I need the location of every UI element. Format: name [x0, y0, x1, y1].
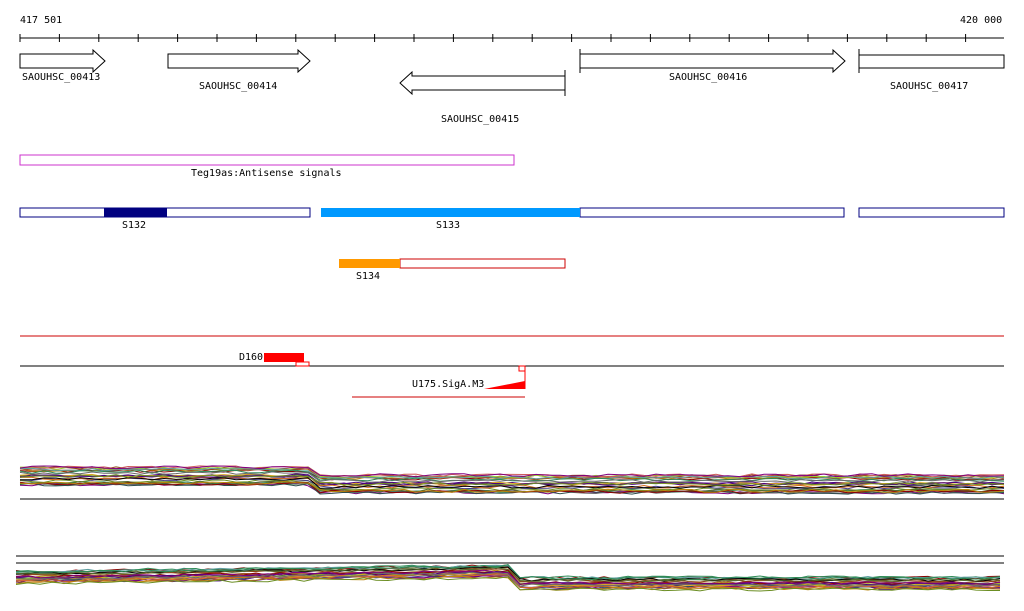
segment-label-s132: S132 [122, 220, 146, 231]
gene-label: SAOUHSC_00417 [890, 81, 968, 92]
expression-trace [15, 572, 1001, 589]
antisense-track: Teg19as:Antisense signals [19, 154, 515, 179]
gene-label: SAOUHSC_00416 [669, 72, 747, 83]
antisense-label: Teg19as:Antisense signals [191, 168, 342, 179]
segment-s132[interactable] [104, 208, 167, 217]
gene-label: SAOUHSC_00413 [22, 72, 100, 83]
feature-d160-marker[interactable] [295, 361, 310, 367]
antisense-region[interactable] [19, 154, 515, 166]
ruler-end-label: 420 000 [960, 15, 1002, 26]
segment-outline[interactable] [579, 207, 845, 218]
expression-trace [19, 465, 1005, 478]
gene-label: SAOUHSC_00414 [199, 81, 277, 92]
segment-outline-red[interactable] [399, 258, 566, 269]
feature-d160[interactable] [264, 353, 304, 362]
expression-trace [19, 473, 1005, 486]
feature-track: D160 U175.SigA.M3 [20, 335, 1004, 398]
gene-arrow-saouhsc-00413[interactable] [19, 48, 106, 74]
expression-trace [15, 576, 1000, 592]
expression-trace [19, 474, 1005, 487]
expression-trace [15, 567, 1001, 583]
gene-label: SAOUHSC_00415 [441, 114, 519, 125]
ruler-ticks [19, 34, 967, 42]
expression-trace [20, 477, 1005, 489]
coordinate-ruler: 417 501 420 000 [19, 15, 1004, 42]
gene-box-saouhsc-00417[interactable] [858, 54, 1005, 69]
expression-trace [15, 571, 1001, 588]
segment-s134[interactable] [339, 259, 400, 268]
expression-trace-track-1 [19, 465, 1005, 500]
feature-label-u175: U175.SigA.M3 [412, 379, 484, 390]
expression-trace [19, 474, 1005, 486]
expression-trace [19, 469, 1005, 482]
gene-track: SAOUHSC_00413 SAOUHSC_00414 SAOUHSC_0041… [19, 48, 1005, 125]
segment-track: S132 S133 S134 [19, 207, 1005, 282]
expression-trace [15, 564, 1001, 581]
gene-arrow-saouhsc-00415[interactable] [399, 70, 566, 96]
segment-s133[interactable] [321, 208, 580, 217]
feature-u175-promoter[interactable] [484, 381, 525, 389]
gene-arrow-saouhsc-00414[interactable] [167, 48, 311, 74]
segment-outline[interactable] [858, 207, 1005, 218]
gene-arrow-saouhsc-00416[interactable] [579, 48, 846, 74]
feature-u175-marker[interactable] [518, 365, 526, 372]
feature-label-d160: D160 [239, 352, 263, 363]
expression-trace-track-2 [15, 555, 1004, 592]
expression-trace [19, 481, 1005, 493]
expression-trace [15, 569, 1001, 586]
expression-trace [19, 482, 1005, 495]
ruler-start-label: 417 501 [20, 15, 62, 26]
expression-trace [19, 471, 1005, 483]
segment-label-s133: S133 [436, 220, 460, 231]
segment-label-s134: S134 [356, 271, 380, 282]
